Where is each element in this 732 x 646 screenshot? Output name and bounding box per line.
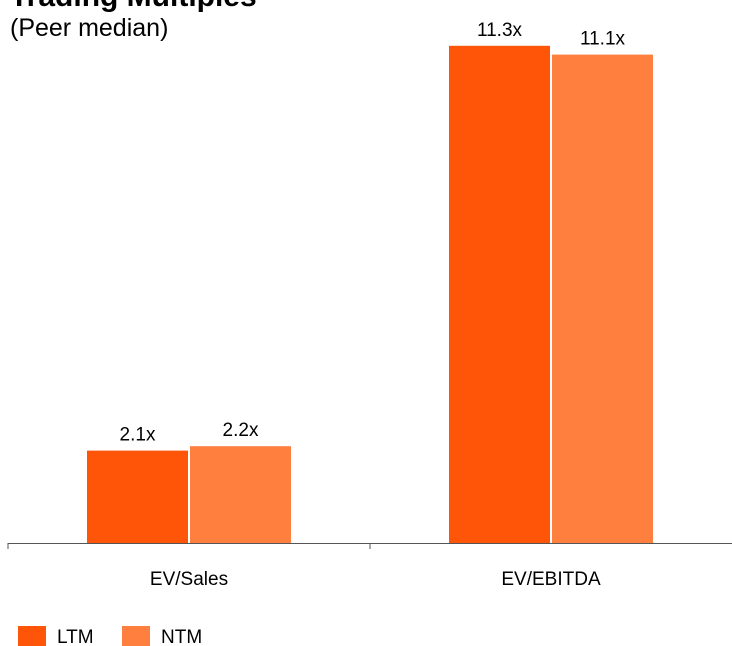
legend-swatch (122, 626, 150, 646)
legend-label: NTM (161, 627, 202, 646)
bar (87, 450, 188, 543)
chart-title: Trading Multiples (10, 0, 257, 13)
data-label: 2.1x (120, 425, 156, 446)
data-label: 11.1x (580, 29, 626, 50)
legend-label: LTM (57, 627, 94, 646)
data-label: 11.3x (477, 20, 523, 41)
bar (190, 446, 291, 543)
bar (449, 45, 550, 544)
data-label: 2.2x (223, 420, 259, 441)
chart-subtitle: (Peer median) (10, 14, 168, 42)
x-tick-label: EV/EBITDA (501, 569, 601, 590)
legend-swatch (18, 626, 46, 646)
x-tick-label: EV/Sales (150, 569, 228, 590)
bar (552, 54, 653, 543)
